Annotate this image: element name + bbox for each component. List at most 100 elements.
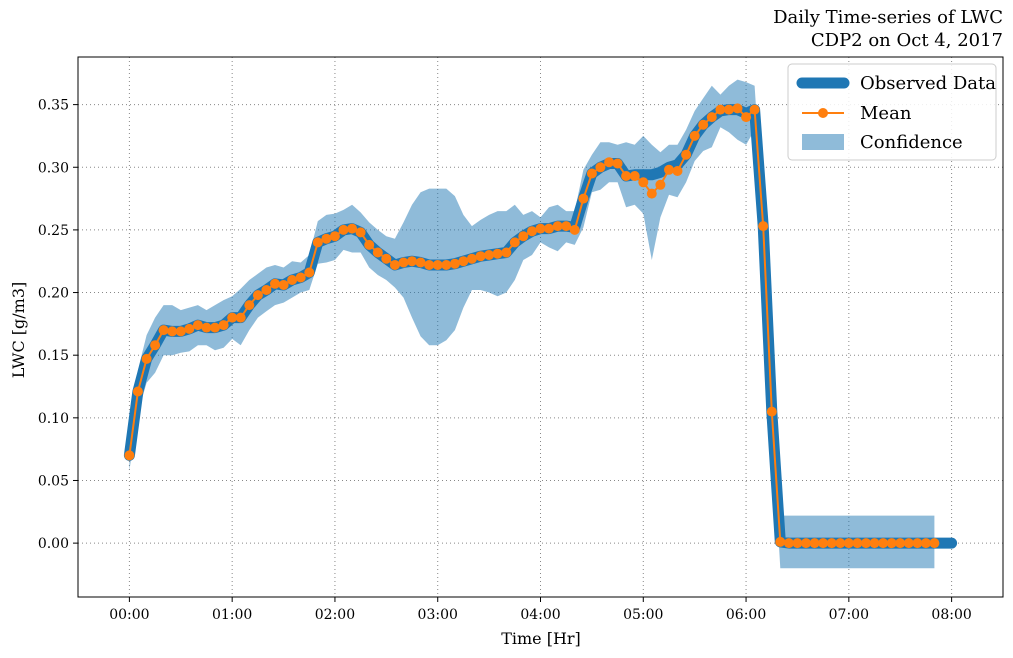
mean-point: [878, 538, 889, 549]
x-tick-label: 02:00: [315, 607, 355, 623]
mean-point: [732, 103, 743, 114]
x-tick-label: 03:00: [418, 607, 458, 623]
mean-point: [681, 149, 692, 160]
legend-mean-marker: [818, 108, 828, 118]
mean-point: [869, 538, 880, 549]
mean-point: [141, 353, 152, 364]
y-tick-label: 0.05: [38, 473, 69, 489]
mean-point: [783, 538, 794, 549]
mean-point: [261, 285, 272, 295]
x-tick-label: 04:00: [520, 607, 560, 623]
mean-point: [252, 290, 263, 301]
mean-point: [920, 538, 931, 549]
mean-point: [826, 538, 837, 549]
mean-point: [244, 300, 255, 311]
mean-point: [835, 538, 846, 549]
mean-point: [621, 171, 632, 181]
mean-point: [304, 267, 315, 278]
mean-point: [312, 237, 323, 248]
mean-point: [903, 538, 914, 549]
plot-area: [123, 79, 958, 569]
mean-point: [655, 179, 666, 190]
x-tick-label: 06:00: [726, 607, 766, 623]
mean-point: [218, 320, 229, 331]
y-tick-label: 0.15: [38, 348, 69, 364]
mean-point: [852, 538, 863, 549]
x-axis-label: Time [Hr]: [501, 629, 581, 648]
mean-point: [578, 193, 589, 204]
mean-point: [192, 320, 203, 331]
mean-point: [210, 322, 220, 333]
mean-point: [818, 538, 829, 549]
mean-point: [741, 112, 752, 123]
mean-point: [766, 406, 777, 417]
y-axis: 0.00 0.05 0.10 0.15 0.20 0.25 0.30 0.35: [38, 98, 78, 552]
chart-subtitle: CDP2 on Oct 4, 2017: [810, 30, 1003, 51]
y-tick-label: 0.20: [38, 286, 69, 302]
mean-point: [270, 278, 280, 289]
mean-point: [167, 326, 178, 337]
mean-point: [124, 450, 135, 461]
mean-point: [227, 312, 238, 323]
mean-point: [792, 538, 803, 549]
mean-point: [398, 257, 409, 268]
mean-point: [861, 538, 871, 549]
mean-point: [132, 386, 143, 397]
mean-point: [715, 104, 726, 115]
y-tick-label: 0.10: [38, 411, 69, 427]
mean-point: [372, 247, 383, 258]
legend-mean-label: Mean: [860, 103, 912, 124]
mean-point: [458, 256, 469, 267]
mean-point: [809, 538, 820, 549]
mean-point: [407, 256, 417, 267]
mean-point: [895, 538, 906, 549]
mean-point: [518, 231, 529, 242]
mean-point: [552, 221, 563, 232]
mean-point: [235, 312, 246, 323]
mean-point: [749, 104, 760, 115]
mean-point: [484, 250, 495, 260]
mean-point: [689, 130, 700, 141]
mean-point: [295, 272, 306, 283]
mean-point: [801, 538, 811, 549]
mean-point: [441, 260, 452, 270]
x-tick-label: 01:00: [212, 607, 252, 623]
mean-point: [912, 538, 923, 549]
mean-point: [287, 275, 298, 285]
mean-point: [561, 221, 572, 232]
mean-point: [466, 253, 477, 264]
x-tick-label: 05:00: [623, 607, 663, 623]
mean-point: [527, 226, 537, 237]
mean-point: [184, 323, 195, 334]
mean-point: [501, 247, 512, 258]
mean-point: [415, 257, 426, 268]
legend-confidence-label: Confidence: [860, 132, 963, 153]
mean-point: [509, 237, 520, 248]
mean-point: [586, 168, 597, 179]
mean-point: [389, 260, 400, 270]
mean-point: [492, 248, 503, 259]
mean-point: [886, 538, 897, 549]
mean-point: [775, 536, 786, 547]
mean-point: [381, 253, 392, 264]
x-axis: 00:00 01:00 02:00 03:00 04:00 05:00 06:00 07:00…: [109, 597, 972, 623]
y-tick-label: 0.30: [38, 160, 69, 176]
mean-point: [449, 258, 460, 269]
y-tick-label: 0.35: [38, 98, 69, 114]
chart-title: Daily Time-series of LWC: [773, 7, 1003, 28]
mean-point: [364, 239, 375, 250]
mean-point: [664, 164, 674, 175]
legend: Observed Data Mean Confidence: [787, 63, 997, 161]
mean-point: [629, 171, 640, 181]
mean-point: [706, 112, 717, 123]
y-tick-label: 0.00: [38, 536, 69, 552]
mean-point: [612, 158, 623, 169]
mean-point: [158, 325, 169, 336]
legend-observed-label: Observed Data: [860, 73, 996, 94]
mean-point: [843, 538, 854, 549]
mean-point: [723, 104, 734, 115]
mean-point: [432, 260, 443, 270]
y-tick-label: 0.25: [38, 223, 69, 239]
x-tick-label: 00:00: [109, 607, 149, 623]
legend-confidence-swatch: [802, 134, 844, 150]
